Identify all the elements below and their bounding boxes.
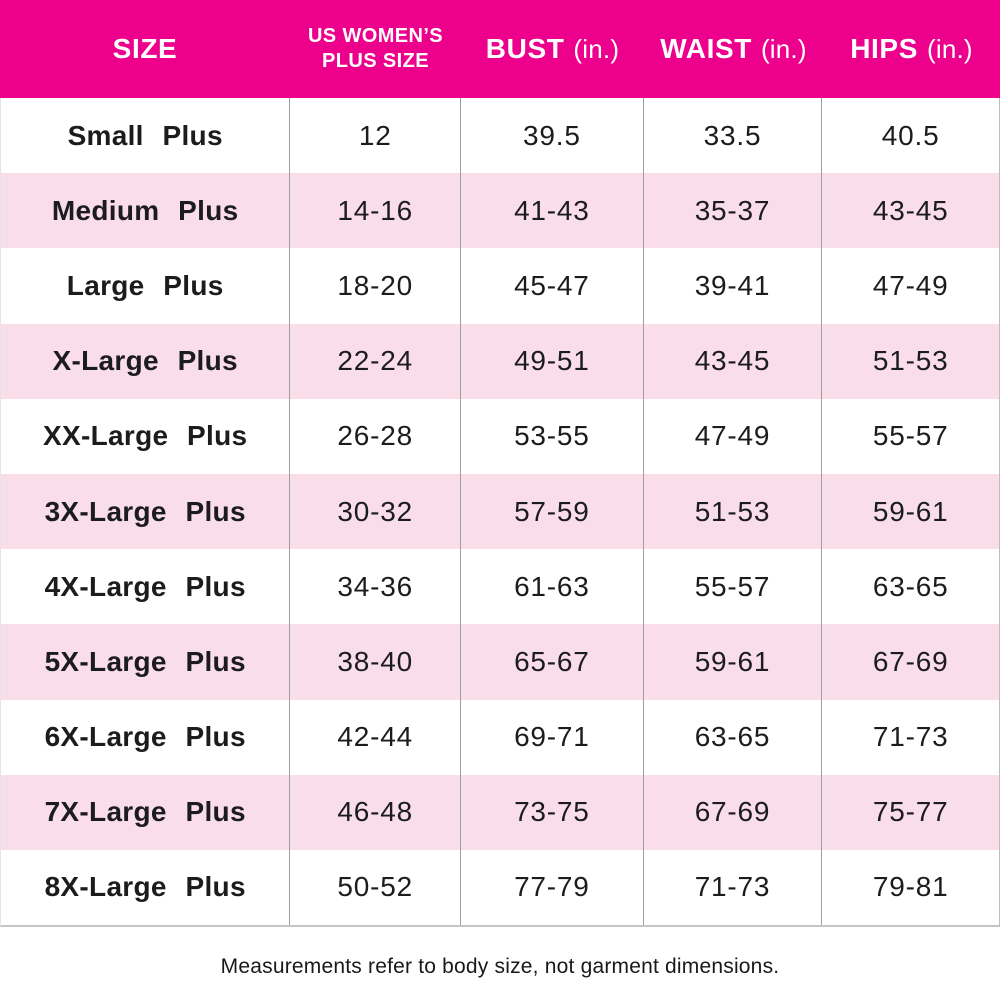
waist-cell: 55-57 (644, 549, 823, 625)
table-row: Small Plus 12 39.5 33.5 40.5 (1, 98, 999, 174)
table-row: Medium Plus 14-16 41-43 35-37 43-45 (1, 173, 999, 249)
header-waist: WAIST (in.) (644, 0, 823, 98)
header-us-womens-plus-size: US WOMEN’S PLUS SIZE (290, 0, 461, 98)
size-cell: Medium Plus (1, 173, 291, 249)
waist-cell: 59-61 (644, 624, 823, 700)
size-cell: 4X-Large Plus (1, 549, 291, 625)
size-cell: 3X-Large Plus (1, 473, 291, 550)
bust-cell: 61-63 (461, 549, 644, 625)
header-hips-label: HIPS (850, 33, 918, 64)
table-body: Small Plus 12 39.5 33.5 40.5 Medium Plus… (0, 98, 1000, 928)
header-size: SIZE (0, 0, 290, 98)
table-row: 8X-Large Plus 50-52 77-79 71-73 79-81 (1, 849, 999, 926)
hips-cell: 59-61 (872, 495, 949, 527)
us-plus-size-cell: 42-44 (290, 699, 462, 775)
waist-cell: 39-41 (644, 248, 823, 324)
us-plus-size-cell: 22-24 (290, 323, 462, 399)
hips-cell: 55-57 (872, 420, 949, 452)
header-hips-unit: (in.) (926, 33, 973, 64)
us-plus-size-cell: 38-40 (290, 624, 462, 700)
bust-cell: 41-43 (461, 173, 644, 249)
waist-cell: 71-73 (644, 849, 823, 926)
hips-cell: 47-49 (872, 269, 949, 301)
hips-cell: 71-73 (872, 721, 949, 753)
waist-cell: 47-49 (644, 398, 823, 474)
header-us-womens-plus-size-label: US WOMEN’S PLUS SIZE (307, 25, 444, 72)
header-bust: BUST (in.) (461, 0, 644, 98)
us-plus-size-cell: 46-48 (290, 774, 462, 850)
waist-cell: 43-45 (644, 323, 823, 399)
hips-cell: 43-45 (872, 194, 949, 226)
bust-cell: 69-71 (461, 699, 644, 775)
hips-cell: 79-81 (872, 871, 949, 903)
footnote: Measurements refer to body size, not gar… (220, 955, 780, 979)
waist-cell: 33.5 (644, 98, 823, 174)
table-row: 7X-Large Plus 46-48 73-75 67-69 75-77 (1, 774, 999, 850)
size-cell: 8X-Large Plus (1, 849, 291, 926)
hips-cell: 40.5 (881, 119, 940, 151)
us-plus-size-cell: 26-28 (290, 398, 462, 474)
us-plus-size-cell: 34-36 (290, 549, 462, 625)
table-row: XX-Large Plus 26-28 53-55 47-49 55-57 (1, 398, 999, 474)
bust-cell: 57-59 (461, 473, 644, 550)
us-plus-size-cell: 50-52 (290, 849, 462, 926)
waist-cell: 63-65 (644, 699, 823, 775)
size-cell: 7X-Large Plus (1, 774, 291, 850)
table-row: 6X-Large Plus 42-44 69-71 63-65 71-73 (1, 699, 999, 775)
header-hips: HIPS (in.) (823, 0, 1000, 98)
waist-cell: 51-53 (644, 473, 823, 550)
bust-cell: 77-79 (461, 849, 644, 926)
header-bust-label: BUST (485, 33, 565, 64)
hips-cell: 67-69 (872, 645, 949, 677)
waist-cell: 35-37 (644, 173, 823, 249)
table-row: Large Plus 18-20 45-47 39-41 47-49 (1, 248, 999, 324)
us-plus-size-cell: 30-32 (290, 473, 462, 550)
size-cell: XX-Large Plus (1, 398, 291, 474)
hips-cell: 51-53 (872, 345, 949, 377)
table-row: X-Large Plus 22-24 49-51 43-45 51-53 (1, 323, 999, 399)
header-size-label: SIZE (112, 33, 178, 64)
bust-cell: 49-51 (461, 323, 644, 399)
size-chart-table: SIZE US WOMEN’S PLUS SIZE BUST (in.) WAI… (0, 0, 1000, 979)
bust-cell: 73-75 (461, 774, 644, 850)
header-bust-unit: (in.) (573, 33, 620, 64)
table-row: 5X-Large Plus 38-40 65-67 59-61 67-69 (1, 624, 999, 700)
table-header: SIZE US WOMEN’S PLUS SIZE BUST (in.) WAI… (0, 0, 1000, 98)
bust-cell: 65-67 (461, 624, 644, 700)
us-plus-size-cell: 18-20 (290, 248, 462, 324)
size-cell: 5X-Large Plus (1, 624, 291, 700)
size-cell: X-Large Plus (1, 323, 291, 399)
table-row: 3X-Large Plus 30-32 57-59 51-53 59-61 (1, 473, 999, 550)
size-cell: Small Plus (1, 98, 291, 174)
hips-cell: 63-65 (872, 570, 949, 602)
bust-cell: 45-47 (461, 248, 644, 324)
hips-cell: 75-77 (872, 796, 949, 828)
bust-cell: 39.5 (461, 98, 644, 174)
us-plus-size-cell: 14-16 (290, 173, 462, 249)
table-row: 4X-Large Plus 34-36 61-63 55-57 63-65 (1, 549, 999, 625)
bust-cell: 53-55 (461, 398, 644, 474)
size-cell: Large Plus (1, 248, 291, 324)
header-waist-unit: (in.) (760, 33, 807, 64)
waist-cell: 67-69 (644, 774, 823, 850)
header-waist-label: WAIST (660, 33, 752, 64)
size-cell: 6X-Large Plus (1, 699, 291, 775)
us-plus-size-cell: 12 (290, 98, 462, 174)
